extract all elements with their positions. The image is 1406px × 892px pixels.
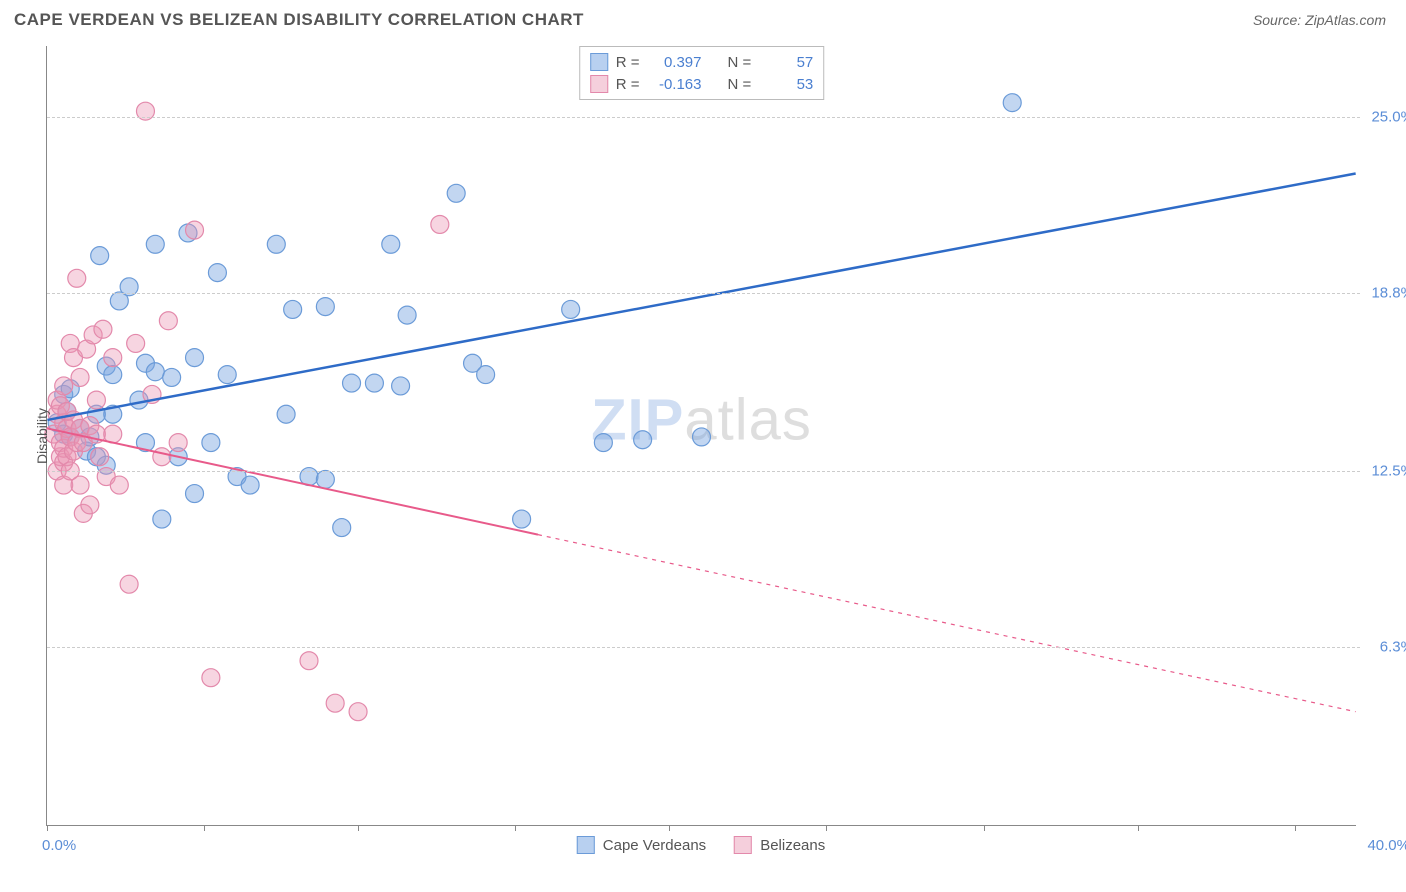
data-point — [477, 366, 495, 384]
x-tick — [515, 825, 516, 831]
data-point — [68, 269, 86, 287]
data-point — [431, 215, 449, 233]
data-point — [267, 235, 285, 253]
data-point — [91, 448, 109, 466]
stat-n-label: N = — [728, 54, 752, 71]
y-axis-label: Disability — [34, 408, 50, 464]
data-point — [392, 377, 410, 395]
data-point — [104, 366, 122, 384]
stats-legend-row: R = 0.397 N = 57 — [590, 51, 814, 73]
data-point — [104, 349, 122, 367]
data-point — [120, 575, 138, 593]
x-tick — [1138, 825, 1139, 831]
y-tick-label: 25.0% — [1371, 108, 1406, 125]
data-point — [316, 470, 334, 488]
data-point — [333, 519, 351, 537]
legend-swatch — [577, 836, 595, 854]
data-point — [55, 377, 73, 395]
gridline — [47, 293, 1360, 294]
data-point — [186, 221, 204, 239]
stat-n-value: 57 — [759, 54, 813, 71]
legend-item: Belizeans — [734, 836, 825, 854]
gridline — [47, 647, 1360, 648]
data-point — [562, 300, 580, 318]
data-point — [316, 298, 334, 316]
legend-label: Cape Verdeans — [603, 837, 706, 854]
data-point — [1003, 94, 1021, 112]
data-point — [169, 434, 187, 452]
x-tick — [47, 825, 48, 831]
data-point — [634, 431, 652, 449]
data-point — [218, 366, 236, 384]
data-point — [594, 434, 612, 452]
x-tick — [204, 825, 205, 831]
stats-legend-row: R = -0.163 N = 53 — [590, 73, 814, 95]
chart-container: ZIPatlas R =0.397N =57R =-0.163N =53 6.3… — [46, 46, 1356, 826]
gridline — [47, 471, 1360, 472]
data-point — [202, 434, 220, 452]
x-axis-max-label: 40.0% — [1367, 837, 1406, 854]
data-point — [398, 306, 416, 324]
data-point — [186, 349, 204, 367]
data-point — [343, 374, 361, 392]
stat-n-value: 53 — [759, 76, 813, 93]
plot-svg — [47, 46, 1356, 825]
data-point — [277, 405, 295, 423]
plot-area: ZIPatlas R =0.397N =57R =-0.163N =53 6.3… — [46, 46, 1356, 826]
regression-line — [47, 173, 1355, 419]
data-point — [159, 312, 177, 330]
data-point — [153, 510, 171, 528]
chart-title: CAPE VERDEAN VS BELIZEAN DISABILITY CORR… — [14, 10, 584, 30]
legend-item: Cape Verdeans — [577, 836, 706, 854]
data-point — [81, 496, 99, 514]
data-point — [91, 247, 109, 265]
data-point — [693, 428, 711, 446]
data-point — [186, 485, 204, 503]
stat-n-label: N = — [728, 76, 752, 93]
y-tick-label: 6.3% — [1380, 639, 1406, 656]
gridline — [47, 117, 1360, 118]
data-point — [163, 368, 181, 386]
x-tick — [669, 825, 670, 831]
data-point — [382, 235, 400, 253]
data-point — [349, 703, 367, 721]
x-tick — [358, 825, 359, 831]
legend-label: Belizeans — [760, 837, 825, 854]
data-point — [365, 374, 383, 392]
x-axis-min-label: 0.0% — [42, 837, 76, 854]
data-point — [127, 334, 145, 352]
y-tick-label: 12.5% — [1371, 463, 1406, 480]
x-tick — [984, 825, 985, 831]
data-point — [241, 476, 259, 494]
legend-swatch — [590, 75, 608, 93]
data-point — [153, 448, 171, 466]
x-tick — [826, 825, 827, 831]
data-point — [110, 476, 128, 494]
data-point — [326, 694, 344, 712]
y-tick-label: 18.8% — [1371, 284, 1406, 301]
stat-r-value: 0.397 — [648, 54, 702, 71]
data-point — [300, 652, 318, 670]
data-point — [87, 391, 105, 409]
regression-line-extrapolated — [538, 535, 1356, 712]
stat-r-label: R = — [616, 76, 640, 93]
legend-swatch — [590, 53, 608, 71]
stats-legend: R = 0.397 N = 57 R = -0.163 N = 53 — [579, 46, 825, 100]
stat-r-value: -0.163 — [648, 76, 702, 93]
data-point — [94, 320, 112, 338]
data-point — [71, 476, 89, 494]
data-point — [513, 510, 531, 528]
data-point — [284, 300, 302, 318]
series-legend: Cape Verdeans Belizeans — [577, 836, 825, 854]
x-tick — [1295, 825, 1296, 831]
data-point — [146, 363, 164, 381]
data-point — [202, 669, 220, 687]
data-point — [208, 264, 226, 282]
data-point — [447, 184, 465, 202]
data-point — [71, 368, 89, 386]
data-point — [146, 235, 164, 253]
source-attribution: Source: ZipAtlas.com — [1253, 12, 1386, 28]
stat-r-label: R = — [616, 54, 640, 71]
legend-swatch — [734, 836, 752, 854]
